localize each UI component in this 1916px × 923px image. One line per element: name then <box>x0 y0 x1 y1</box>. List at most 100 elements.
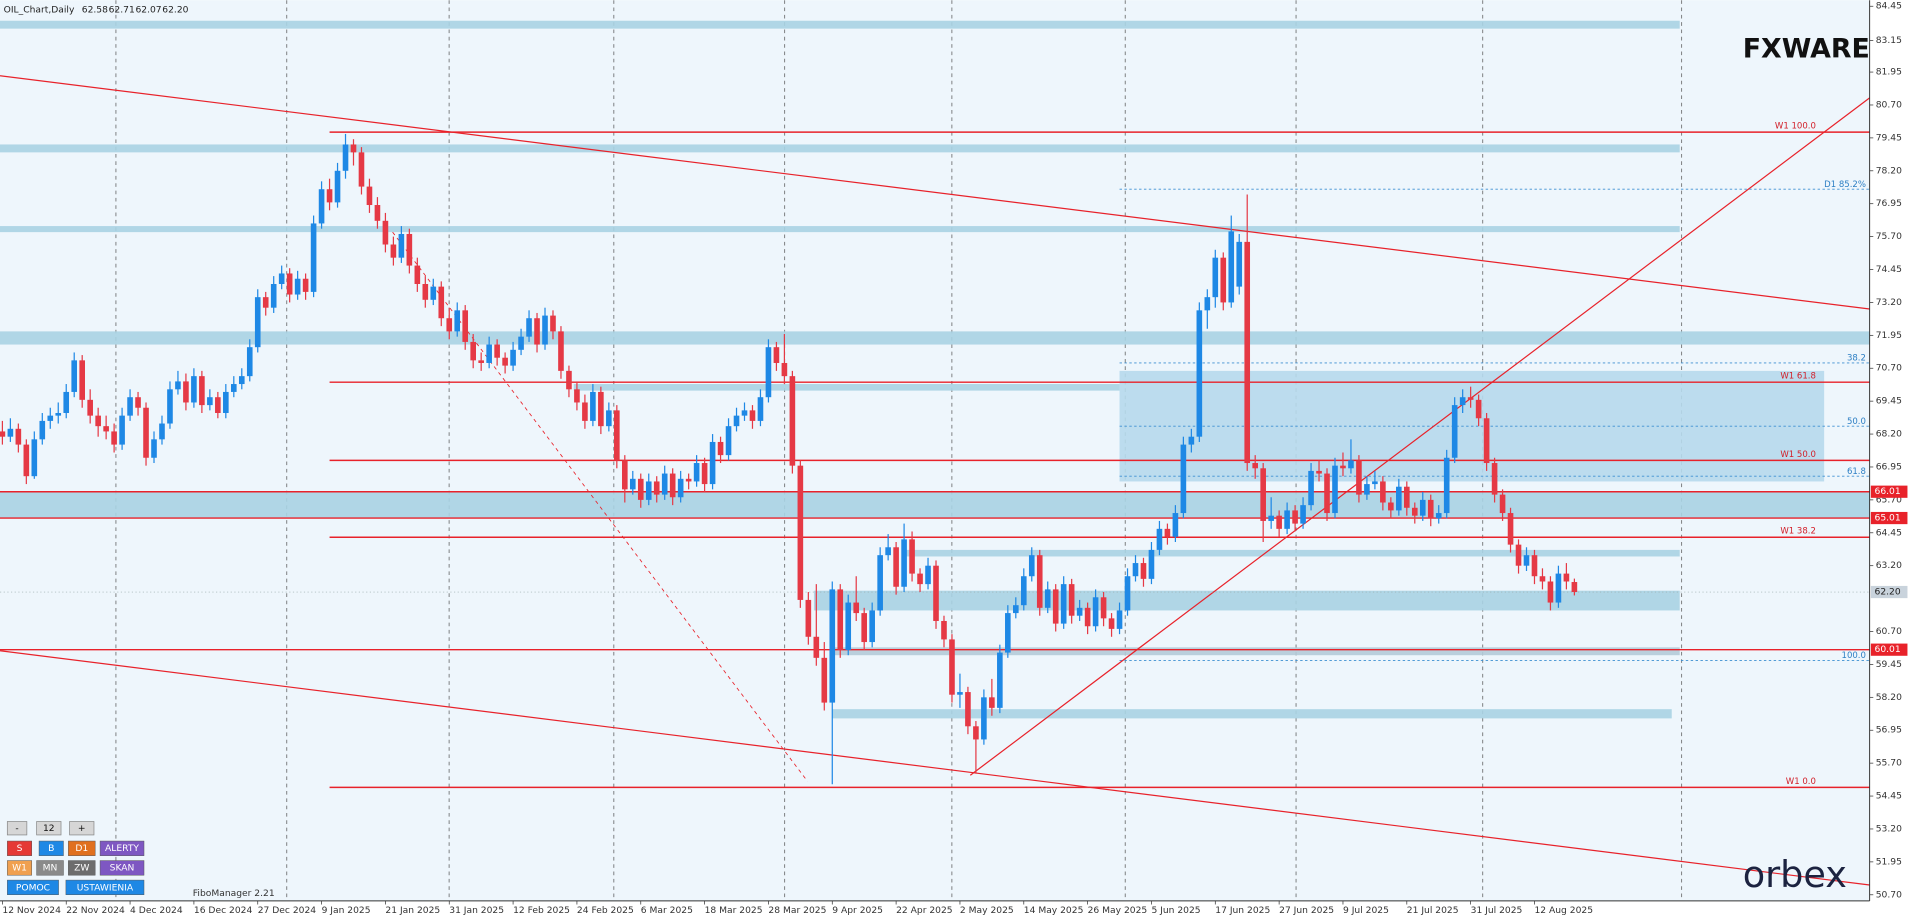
x-tick-label: 21 Jan 2025 <box>385 906 440 916</box>
candle-body <box>318 189 325 224</box>
zone <box>573 384 1120 391</box>
y-tick-label: 63.20 <box>1876 561 1902 571</box>
low-value: 62.07 <box>135 5 161 15</box>
toolbar-button-label[interactable]: ALERTY <box>105 844 139 854</box>
candle-body <box>1515 544 1522 566</box>
toolbar-button-label[interactable]: USTAWIENIA <box>77 883 134 893</box>
toolbar-button-label[interactable]: S <box>17 844 23 854</box>
candle-body <box>23 444 30 477</box>
y-tick-label: 84.45 <box>1876 2 1902 12</box>
current-price-badge <box>1870 585 1908 599</box>
toolbar-button-label[interactable]: POMOC <box>16 883 50 893</box>
y-tick-label: 68.20 <box>1876 430 1902 440</box>
candle-body <box>1044 589 1051 608</box>
candle-body <box>765 347 772 398</box>
price-badge <box>1870 485 1908 498</box>
toolbar-button[interactable] <box>7 840 32 856</box>
toolbar-button[interactable] <box>68 840 96 856</box>
candle-body <box>1204 297 1211 311</box>
toolbar-button-label[interactable]: B <box>48 844 54 854</box>
candle-body <box>1036 555 1043 608</box>
candle-body <box>111 431 117 445</box>
y-tick-label: 83.15 <box>1876 36 1902 46</box>
candle-body <box>1316 470 1322 474</box>
stepper-button[interactable] <box>6 821 28 836</box>
x-tick-label: 12 Aug 2025 <box>1534 906 1593 916</box>
toolbar-button[interactable] <box>7 879 59 895</box>
x-tick-label: 9 Jan 2025 <box>322 906 371 916</box>
stepper-button[interactable] <box>36 821 62 836</box>
fib-label: 50.0 <box>1847 417 1866 427</box>
candle-body <box>717 441 724 456</box>
symbol: OIL_Chart,Daily <box>4 5 75 15</box>
candle-body <box>382 220 389 245</box>
y-tick-label: 81.95 <box>1876 68 1902 78</box>
candle-body <box>1499 494 1506 514</box>
candle-body <box>1196 310 1203 437</box>
toolbar-button-label[interactable]: SKAN <box>110 864 135 874</box>
candle-body <box>1068 584 1075 616</box>
toolbar-button-label[interactable]: MN <box>43 864 58 874</box>
candle-body <box>606 410 612 427</box>
level-label: W1 0.0 <box>1786 777 1816 787</box>
candle-body <box>621 460 628 490</box>
candle-body <box>574 389 580 403</box>
candle-body <box>1236 241 1243 287</box>
level-label: W1 100.0 <box>1775 121 1816 131</box>
zone <box>813 590 1680 611</box>
candle-body <box>454 310 461 332</box>
candle-body <box>917 573 923 585</box>
x-tick-label: 18 Mar 2025 <box>705 906 763 916</box>
candle-body <box>677 478 684 498</box>
y-tick-label: 75.70 <box>1876 232 1902 242</box>
candle-body <box>334 170 341 203</box>
candle-body <box>1220 257 1227 303</box>
candle-body <box>1507 513 1514 545</box>
candle-body <box>167 389 173 424</box>
candle-body <box>215 397 221 414</box>
close-value: 62.20 <box>162 5 188 15</box>
fib-label: 61.8 <box>1847 467 1866 477</box>
toolbar-button[interactable] <box>99 860 145 876</box>
y-tick-label: 73.20 <box>1876 298 1902 308</box>
candle-body <box>1228 231 1235 303</box>
x-tick-label: 12 Feb 2025 <box>513 906 570 916</box>
y-tick-label: 50.70 <box>1876 890 1902 900</box>
toolbar-button-label[interactable]: W1 <box>12 864 27 874</box>
candle-body <box>286 273 293 295</box>
candle-body <box>669 473 676 498</box>
candle-body <box>1292 510 1298 524</box>
x-tick-label: 17 Jun 2025 <box>1215 906 1270 916</box>
candle-body <box>637 478 644 500</box>
stepper-button[interactable] <box>69 821 95 836</box>
y-tick-label: 53.20 <box>1876 824 1902 834</box>
zone <box>832 709 1672 719</box>
candle-body <box>374 205 381 221</box>
candle-body <box>55 413 62 416</box>
candle-body <box>1531 555 1538 577</box>
toolbar-button[interactable] <box>36 860 64 876</box>
toolbar-button[interactable] <box>7 860 32 876</box>
stepper-label[interactable]: 12 <box>43 824 55 834</box>
candle-body <box>614 410 620 461</box>
trendline <box>392 231 808 782</box>
toolbar-button[interactable] <box>99 840 145 856</box>
candle-body <box>254 297 261 348</box>
x-tick-label: 21 Jul 2025 <box>1407 906 1459 916</box>
price-badge-label: 66.01 <box>1875 487 1901 497</box>
level-label: W1 38.2 <box>1780 527 1816 537</box>
candle-body <box>1467 397 1474 400</box>
x-tick-label: 27 Dec 2024 <box>258 906 317 916</box>
stepper-label[interactable]: - <box>15 824 18 834</box>
candle-body <box>230 384 237 392</box>
toolbar-button-label[interactable]: ZW <box>74 864 89 874</box>
stepper-label[interactable]: + <box>78 824 86 834</box>
candle-body <box>1005 613 1011 653</box>
toolbar-button[interactable] <box>65 879 145 895</box>
toolbar-button[interactable] <box>38 840 64 856</box>
toolbar-button[interactable] <box>68 860 96 876</box>
candle-body <box>661 473 668 495</box>
y-tick-label: 71.95 <box>1876 331 1902 341</box>
toolbar-button-label[interactable]: D1 <box>75 844 88 854</box>
